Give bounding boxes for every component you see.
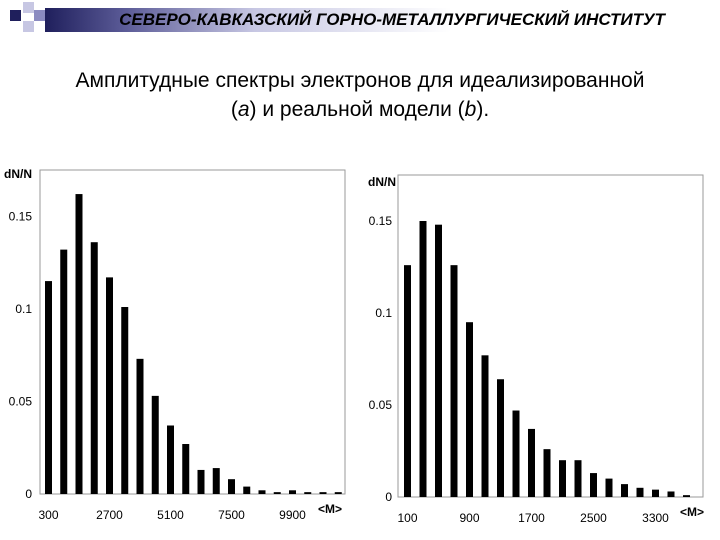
chart-a-bar	[75, 194, 83, 494]
chart-a-bar	[167, 425, 174, 494]
header-square-light	[23, 2, 34, 13]
title-close: ).	[476, 98, 490, 121]
chart-a-bar	[106, 277, 113, 494]
chart-a-bar	[182, 444, 190, 494]
chart-b-bar	[481, 355, 489, 497]
chart-a-bar	[212, 468, 220, 494]
chart-b-y-tick-label: 0	[385, 490, 392, 504]
chart-a-y-tick-label: 0	[25, 487, 32, 501]
chart-b-bar	[667, 491, 675, 497]
chart-a-bar	[273, 492, 281, 494]
chart-a-bar	[319, 492, 327, 494]
chart-a-y-axis-label: dN/N	[4, 167, 32, 181]
header-square-mid	[34, 10, 45, 21]
chart-b-bar	[574, 460, 582, 497]
chart-b-x-axis-label: <M>	[680, 505, 704, 519]
chart-a-x-tick-label: 5100	[157, 508, 184, 522]
chart-b-bar	[450, 265, 458, 497]
header-gradient-strip	[45, 8, 700, 32]
chart-b-bar	[636, 487, 644, 497]
chart-b-bar	[435, 224, 442, 497]
chart-b-y-tick-label: 0.1	[375, 306, 392, 320]
institute-title: СЕВЕРО-КАВКАЗСКИЙ ГОРНО-МЕТАЛЛУРГИЧЕСКИЙ…	[119, 10, 665, 29]
header-square-dark	[10, 10, 21, 21]
title-label-b: b	[464, 98, 477, 121]
chart-a-bar	[60, 249, 68, 494]
chart-a-y-tick-label: 0.1	[15, 302, 32, 316]
chart-b-bar	[419, 221, 427, 497]
chart-a-bar	[121, 307, 129, 494]
chart-b-y-tick-label: 0.15	[369, 214, 393, 228]
chart-a-bar	[289, 490, 296, 494]
chart-b-bar	[559, 460, 566, 497]
chart-b-bar	[590, 473, 597, 497]
header-bar: СЕВЕРО-КАВКАЗСКИЙ ГОРНО-МЕТАЛЛУРГИЧЕСКИЙ…	[0, 0, 720, 36]
header-square-light-2	[23, 21, 34, 32]
slide-title: Амплитудные спектры электронов для идеал…	[20, 66, 700, 124]
title-label-a: a	[237, 98, 250, 121]
chart-b-bar	[652, 489, 659, 497]
title-mid: ) и реальной модели (	[249, 98, 465, 121]
slide-title-line-1: Амплитудные спектры электронов для идеал…	[75, 69, 645, 92]
chart-b-x-tick-label: 100	[397, 511, 417, 525]
chart-b-bar	[497, 379, 504, 497]
chart-b-x-tick-label: 2500	[580, 511, 607, 525]
slide-title-line-2: (a) и реальной модели (b).	[20, 95, 700, 124]
chart-a-bar	[45, 281, 52, 494]
chart-b-bar	[404, 265, 411, 497]
chart-b-bar	[605, 478, 613, 497]
chart-b-frame	[397, 174, 704, 498]
chart-a-bar	[243, 486, 251, 494]
chart-a-x-tick-label: 2700	[96, 508, 123, 522]
chart-a-y-tick-label: 0.15	[9, 209, 33, 223]
chart-a-bar	[197, 469, 205, 494]
chart-a-frame	[39, 169, 346, 495]
chart-a-bar	[304, 492, 312, 494]
chart-b-x-tick-label: 3300	[642, 511, 669, 525]
chart-a-x-tick-label: 9900	[279, 508, 306, 522]
chart-b-x-tick-label: 1700	[518, 511, 545, 525]
chart-a-bar	[334, 492, 342, 494]
chart-a-bar	[228, 479, 235, 494]
chart-a-bar	[90, 242, 98, 494]
chart-b-bar	[683, 495, 690, 497]
chart-b-bar	[543, 449, 551, 497]
chart-a-bar	[136, 358, 144, 494]
chart-b-bar	[466, 322, 473, 497]
chart-a-x-tick-label: 7500	[218, 508, 245, 522]
chart-a-bar	[151, 395, 159, 494]
chart-b-bar	[528, 428, 535, 497]
chart-b-x-tick-label: 900	[459, 511, 479, 525]
chart-b-bar	[621, 484, 628, 497]
chart-a-y-tick-label: 0.05	[9, 394, 33, 408]
chart-a-bar	[258, 490, 266, 494]
chart-b-bar	[512, 410, 520, 497]
chart-a-x-axis-label: <M>	[318, 502, 342, 516]
chart-a-x-tick-label: 300	[38, 508, 58, 522]
title-paren-open: (	[230, 98, 238, 121]
chart-b-y-tick-label: 0.05	[369, 398, 393, 412]
chart-b-y-axis-label: dN/N	[368, 175, 396, 189]
